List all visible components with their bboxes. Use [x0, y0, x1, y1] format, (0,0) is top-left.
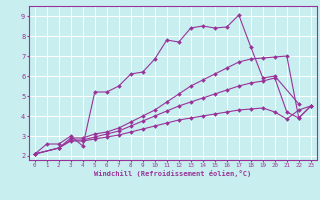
- X-axis label: Windchill (Refroidissement éolien,°C): Windchill (Refroidissement éolien,°C): [94, 170, 252, 177]
